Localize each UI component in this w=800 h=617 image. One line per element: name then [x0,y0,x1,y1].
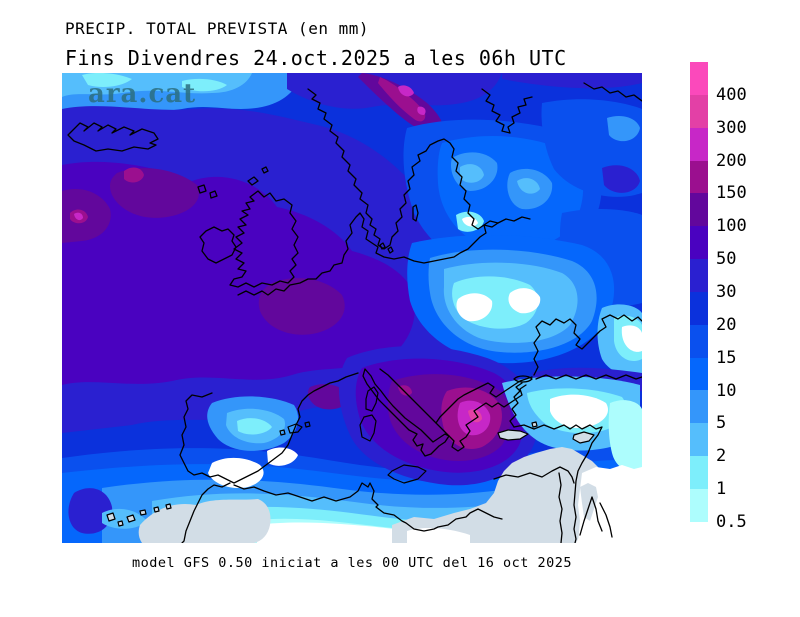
legend-color-swatch-50 [690,226,708,260]
coast-turkey-south-levant [513,424,603,543]
coastlines [67,82,642,543]
island-cyprus [572,431,595,444]
coast-egypt [493,466,575,484]
coast-denmark-isles [379,242,394,254]
coast-arctic [583,82,642,102]
legend-color-swatch-100 [690,193,708,227]
model-run-caption: model GFS 0.50 iniciat a les 00 UTC del … [131,555,572,571]
legend-color-bar [690,62,708,522]
legend-value-label: 5 [716,413,727,434]
coast-adriatic-greece [379,368,533,424]
legend-color-swatch-2 [690,423,708,457]
legend-color-swatch-15 [690,324,708,358]
legend-value-label: 20 [716,314,737,335]
legend-value-label: 0.5 [716,512,747,532]
legend-value-label: 30 [716,282,737,302]
legend-color-swatch-30 [690,259,708,292]
coast-ireland [199,226,237,264]
legend-color-swatch-1 [690,456,708,489]
legend-value-label: 100 [716,216,747,237]
island-rhodes [531,421,538,428]
legend-value-label: 10 [716,380,737,401]
coast-iberia-south-france [179,372,359,484]
coast-black-sea-south [535,374,642,380]
island-corsica [365,386,379,412]
coast-greece-peninsula [435,384,527,452]
coast-black-sea-north [533,314,642,376]
legend-color-swatch-200 [690,127,708,161]
island-mallorca [279,421,311,436]
legend-value-label: 15 [716,347,737,368]
islands-canary [106,503,172,527]
legend-value-label: 50 [716,249,737,270]
coast-white-sea [481,88,533,134]
legend-color-swatch-5 [690,390,708,424]
legend-value-label: 150 [716,183,747,204]
map-container: ara.cat [62,73,642,543]
islands [106,386,595,527]
island-crete [497,429,529,441]
legend-value-label: 200 [716,150,747,171]
coast-faroes [197,184,218,199]
coast-iceland [67,122,159,152]
legend-color-swatch-20 [690,291,708,325]
legend-color-swatch-300 [690,94,708,128]
coast-sinai-gulfs [579,496,613,538]
page-title: PRECIP. TOTAL PREVISTA (en mm) [65,19,369,38]
legend-value-labels: 400 300 200 150 100 50 30 20 15 10 5 2 1 0.5 [716,62,796,532]
legend-color-swatch-150 [690,160,708,194]
coast-turkey-west [509,382,523,428]
legend-value-label: 2 [716,446,727,467]
coast-scandinavia [307,88,499,250]
precip-map [62,73,642,543]
island-sicily [387,464,427,484]
coast-continental-europe [237,212,531,296]
coast-gotland [412,204,419,222]
legend-color-swatch-400 [690,62,708,95]
legend-color-swatch-0.5 [690,488,708,522]
coast-nile [558,472,563,543]
legend-value-label: 1 [716,479,727,500]
coast-marmara [513,375,533,383]
legend-color-swatch-10 [690,357,708,391]
precip-legend: 400 300 200 150 100 50 30 20 15 10 5 2 1 0.5 [690,62,800,532]
coast-italy [362,368,450,457]
coast-north-africa [233,482,503,532]
legend-value-label: 300 [716,117,747,138]
legend-value-label: 400 [716,84,747,105]
coast-shetland [247,166,269,186]
coast-morocco-atlantic [181,482,231,543]
island-sardinia [359,414,377,442]
page-subtitle: Fins Divendres 24.oct.2025 a les 06h UTC [65,46,567,70]
coast-great-britain [229,190,299,288]
